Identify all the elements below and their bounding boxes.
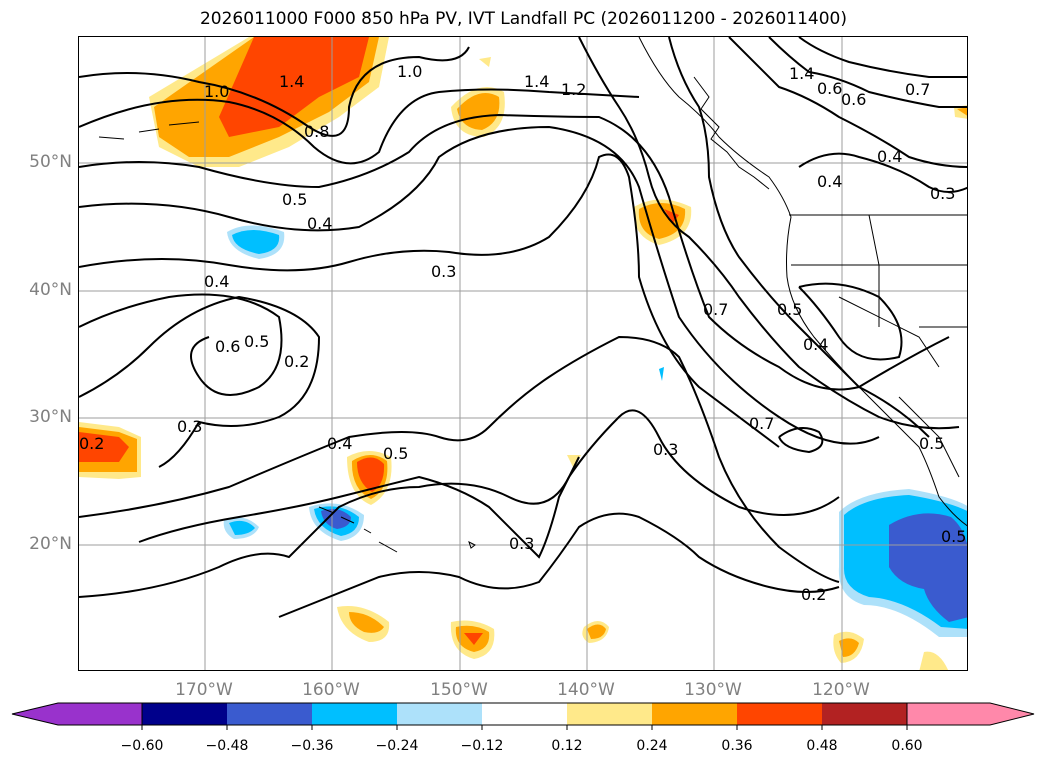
- hawaii-islands: [318, 506, 398, 553]
- contour-label: 0.6: [841, 90, 866, 109]
- shade-red-28n-178w: [79, 432, 129, 462]
- north-america-coast: [638, 37, 967, 527]
- contour-label: 0.3: [653, 440, 678, 459]
- state-border-2: [868, 214, 880, 327]
- colorbar-segment: [11, 702, 143, 726]
- shade-red-13n-150w: [464, 633, 483, 645]
- shade-orange-45n-155w-core: [457, 93, 500, 130]
- contour-label: 0.3: [431, 262, 456, 281]
- contour-label: 1.4: [279, 72, 304, 91]
- colorbar-segment: [397, 703, 482, 725]
- contour-label: 0.7: [703, 300, 728, 319]
- colorbar-segment: [822, 703, 907, 725]
- shade-orange-12n-120w-core: [839, 638, 859, 657]
- shade-orange-14n-139w-core: [587, 624, 606, 639]
- colorbar-segment: [737, 703, 822, 725]
- colorbar-tick-label: 0.60: [891, 738, 923, 754]
- contour-label: 0.4: [307, 214, 332, 233]
- lon-label-130w: 130°W: [684, 680, 742, 700]
- contour-label: 0.5: [777, 300, 802, 319]
- colorbar-segment: [652, 703, 737, 725]
- lon-label-160w: 160°W: [302, 680, 360, 700]
- shade-blue-se-core: [889, 513, 967, 622]
- contour-label: 0.8: [304, 122, 329, 141]
- shade-orange-top-middle: [479, 57, 491, 67]
- contour-label: 1.0: [397, 62, 422, 81]
- pv-shading-positive: [79, 37, 967, 670]
- colorbar-segment: [312, 703, 397, 725]
- contour-label: 0.3: [177, 417, 202, 436]
- colorbar-tick-label: −0.12: [460, 738, 504, 754]
- lon-label-150w: 150°W: [430, 680, 488, 700]
- lon-label-140w: 140°W: [557, 680, 615, 700]
- contour-label: 1.2: [561, 80, 586, 99]
- colorbar-tick-label: −0.60: [120, 738, 164, 754]
- lon-label-120w: 120°W: [812, 680, 870, 700]
- small-island: [468, 541, 476, 549]
- colorbar-tick-label: −0.36: [290, 738, 334, 754]
- colorbar-tick-label: 0.48: [806, 738, 838, 754]
- colorbar-segment: [567, 703, 652, 725]
- colorbar-tick-label: 0.24: [636, 738, 668, 754]
- colorbar-tick-label: 0.36: [721, 738, 753, 754]
- lat-label-50n: 50°N: [29, 152, 72, 172]
- contour-label: 0.4: [327, 434, 352, 453]
- aleutians: [98, 121, 200, 140]
- contour-label: 0.3: [509, 534, 534, 553]
- shade-orange-15n-157w-core: [349, 612, 384, 633]
- contour-label: 0.5: [282, 190, 307, 209]
- colorbar-outline: [141, 702, 908, 726]
- colorbar-tick-marks: [141, 725, 908, 730]
- shade-blue-small-31n-133w: [659, 367, 664, 381]
- contour-label: 0.5: [244, 332, 269, 351]
- canada-coast-inlets: [693, 76, 770, 190]
- shade-blue-21n-160w-core: [321, 509, 351, 529]
- contour-label: 0.7: [749, 414, 774, 433]
- contour-label: 0.2: [284, 352, 309, 371]
- map-panel[interactable]: 1.0 1.4 1.0 0.8 1.4 1.2 1.4 0.6 0.6 0.7 …: [78, 36, 968, 671]
- contour-label: 0.5: [919, 434, 944, 453]
- lat-label-40n: 40°N: [29, 280, 72, 300]
- contour-label: 1.4: [524, 72, 549, 91]
- pv-contours: [79, 37, 967, 618]
- colorbar-segment: [482, 703, 567, 725]
- shade-yellow-se-corner: [919, 651, 949, 670]
- contour-label: 0.6: [817, 79, 842, 98]
- contour-label: 0.2: [79, 434, 104, 453]
- colorbar-tick-label: −0.48: [205, 738, 249, 754]
- shade-red-27n-156w: [357, 457, 385, 492]
- colorbar-segment: [227, 703, 312, 725]
- pv-shading-negative: [223, 225, 967, 637]
- map-title: 2026011000 F000 850 hPa PV, IVT Landfall…: [199, 9, 847, 29]
- mexico-coast: [898, 396, 960, 478]
- contour-label: 0.2: [801, 585, 826, 604]
- colorbar-tick-label: 0.12: [551, 738, 583, 754]
- coastlines: [98, 37, 967, 553]
- contour-label: 1.0: [204, 82, 229, 101]
- contour-label: 0.3: [930, 184, 955, 203]
- shade-blue-44n-165w-core: [232, 230, 280, 254]
- colorbar-segment: [906, 702, 1035, 726]
- contour-label: 0.5: [941, 527, 966, 546]
- contour-label: 0.4: [803, 335, 828, 354]
- colorbar-segment: [142, 703, 227, 725]
- lon-label-170w: 170°W: [175, 680, 233, 700]
- contour-label: 0.4: [817, 172, 842, 191]
- contour-label: 1.4: [789, 64, 814, 83]
- shade-orange-east-edge: [957, 107, 967, 116]
- contour-label: 0.6: [215, 337, 240, 356]
- contour-label: 0.7: [905, 80, 930, 99]
- contour-label: 0.4: [204, 272, 229, 291]
- map-canvas: 1.0 1.4 1.0 0.8 1.4 1.2 1.4 0.6 0.6 0.7 …: [79, 37, 967, 670]
- state-border-3: [838, 296, 940, 368]
- colorbar-tick-label: −0.24: [375, 738, 419, 754]
- lat-label-20n: 20°N: [29, 534, 72, 554]
- contour-labels: 1.0 1.4 1.0 0.8 1.4 1.2 1.4 0.6 0.6 0.7 …: [79, 62, 966, 604]
- shade-blue-21n-166w-core: [229, 520, 255, 535]
- contour-label: 0.5: [383, 444, 408, 463]
- lat-label-30n: 30°N: [29, 407, 72, 427]
- contour-label: 0.4: [877, 147, 902, 166]
